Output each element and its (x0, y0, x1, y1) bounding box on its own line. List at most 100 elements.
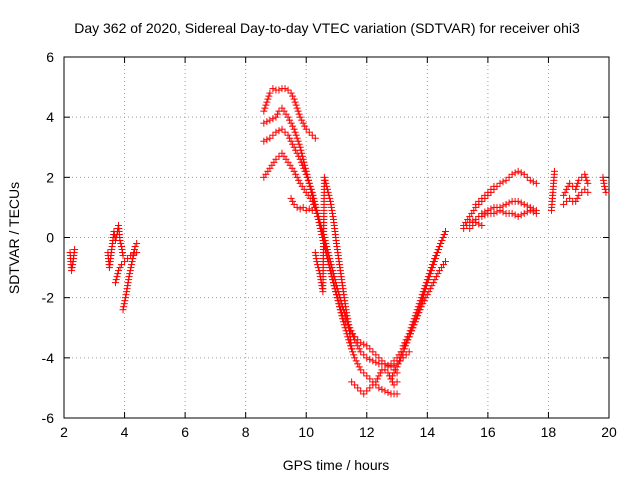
data-point (302, 125, 310, 133)
data-point (299, 161, 307, 169)
data-point (287, 137, 295, 145)
data-point (460, 224, 468, 232)
data-point (414, 303, 422, 311)
y-axis-label: SDTVAR / TECUs (6, 182, 22, 294)
data-point (120, 303, 128, 311)
data-point (426, 267, 434, 275)
data-point (312, 255, 320, 263)
data-point (514, 167, 522, 175)
data-point (118, 261, 126, 269)
data-point (302, 206, 310, 214)
data-point (417, 294, 425, 302)
y-tick-labels: -6 -4 -2 0 2 4 6 (42, 49, 55, 426)
data-point (397, 354, 405, 362)
data-point (269, 85, 277, 93)
data-point (469, 221, 477, 229)
data-point (529, 208, 537, 216)
data-point (122, 291, 130, 299)
data-point (263, 118, 271, 126)
data-point (563, 197, 571, 205)
data-point (295, 140, 303, 148)
data-point (563, 185, 571, 193)
data-point (126, 270, 134, 278)
data-point (286, 116, 294, 124)
data-point (560, 200, 568, 208)
data-point (128, 258, 136, 266)
data-points (66, 85, 610, 398)
data-point (366, 375, 374, 383)
data-point (297, 158, 305, 166)
data-point (561, 188, 569, 196)
data-point (333, 282, 340, 290)
data-point (381, 360, 389, 368)
data-point (322, 179, 330, 187)
data-point (266, 89, 274, 97)
data-point (424, 273, 432, 281)
data-point (292, 146, 300, 154)
data-point (273, 110, 281, 118)
data-point (360, 340, 368, 348)
data-point (119, 306, 127, 314)
data-point (298, 116, 306, 124)
data-point (572, 185, 580, 193)
x-tick-label: 12 (359, 424, 375, 440)
data-point (582, 173, 590, 181)
data-point (284, 131, 292, 139)
data-point (600, 179, 608, 187)
x-tick-label: 2 (60, 424, 68, 440)
data-point (301, 122, 309, 130)
data-point (292, 131, 300, 139)
data-point (408, 321, 416, 329)
data-point (421, 282, 429, 290)
data-point (331, 276, 339, 284)
data-point (294, 107, 302, 115)
data-point (532, 209, 540, 217)
data-point (404, 333, 412, 341)
y-tick-label: 6 (46, 49, 54, 65)
data-point (499, 202, 507, 210)
data-point (409, 318, 417, 326)
data-point (327, 200, 335, 208)
data-point (601, 185, 609, 193)
x-tick-label: 16 (480, 424, 496, 440)
data-point (286, 134, 294, 142)
data-point (575, 191, 583, 199)
data-point (432, 273, 440, 281)
data-point (344, 318, 352, 326)
data-point (429, 258, 437, 266)
data-point (357, 348, 365, 356)
data-point (384, 388, 392, 396)
data-point (584, 179, 592, 187)
data-point (123, 285, 131, 293)
data-point (311, 249, 319, 257)
data-point (262, 101, 270, 109)
data-point (309, 200, 317, 208)
data-point (313, 209, 321, 217)
data-point (350, 351, 358, 359)
data-point (360, 369, 368, 377)
data-point (372, 378, 380, 386)
y-tick-label: -2 (42, 290, 55, 306)
data-point (281, 128, 289, 136)
data-point (387, 360, 395, 368)
data-point (426, 285, 434, 293)
data-point (296, 155, 304, 163)
data-point (440, 230, 448, 238)
data-point (502, 200, 510, 208)
data-point (505, 199, 513, 207)
data-point (363, 354, 371, 362)
data-point (295, 176, 303, 184)
data-point (121, 294, 129, 302)
data-point (526, 176, 534, 184)
data-point (398, 351, 406, 359)
data-point (289, 140, 297, 148)
data-point (517, 211, 525, 219)
data-point (323, 185, 331, 193)
data-point (499, 208, 507, 216)
data-point (415, 300, 423, 308)
data-point (419, 288, 427, 296)
data-point (393, 378, 401, 386)
data-point (438, 237, 446, 245)
data-point (511, 169, 519, 177)
data-point (413, 306, 421, 314)
